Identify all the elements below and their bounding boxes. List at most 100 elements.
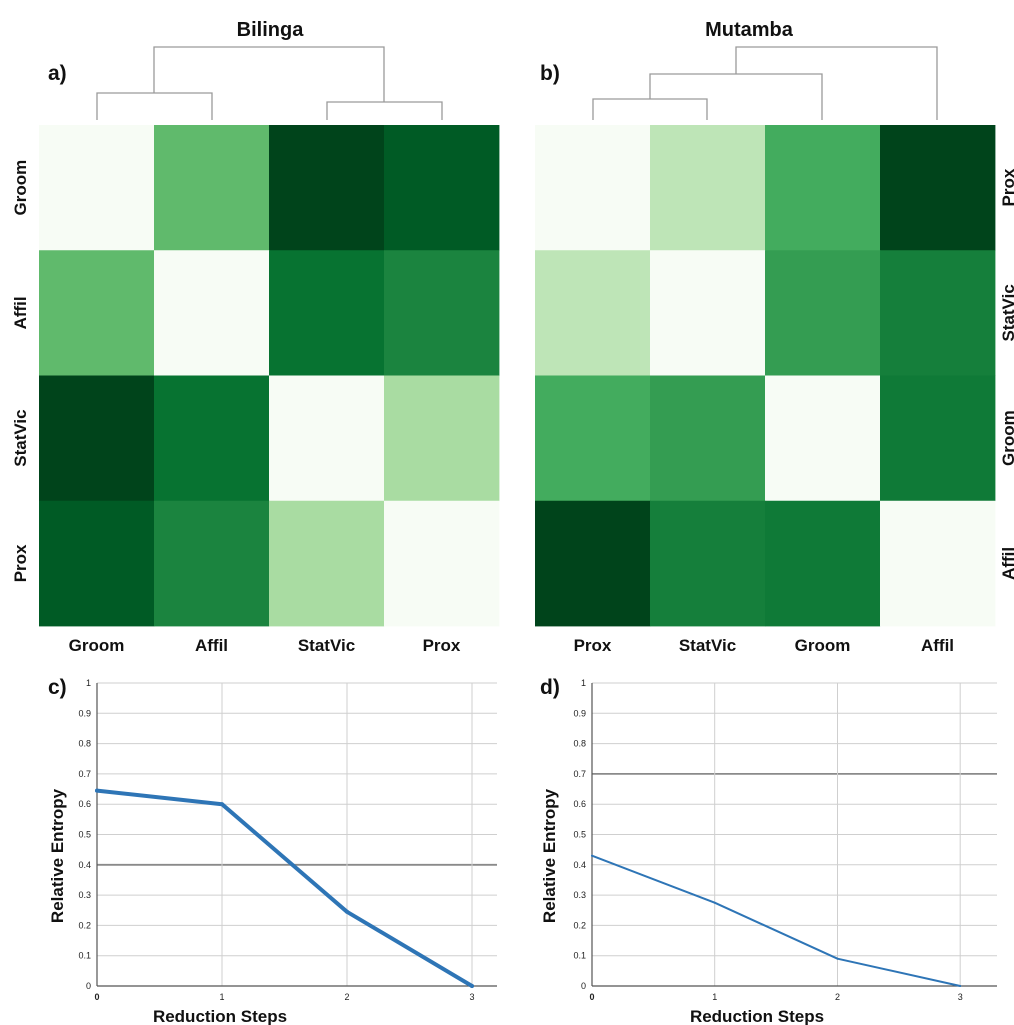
column-label: StatVic [679, 636, 736, 655]
column-label: StatVic [298, 636, 355, 655]
x-tick-label: 0 [94, 992, 99, 1002]
panel-label-d: d) [540, 676, 560, 699]
column-label: Affil [195, 636, 228, 655]
panel-label-a: a) [48, 62, 67, 85]
heatmap-cell-3-0 [39, 500, 155, 627]
heatmap-cell-0-2 [269, 125, 385, 251]
heatmap-cell-2-1 [154, 375, 270, 502]
y-tick-label: 0 [581, 981, 586, 991]
y-tick-label: 0.2 [573, 920, 586, 930]
y-tick-label: 0.5 [78, 830, 91, 840]
heatmap-cell-0-3 [384, 125, 500, 251]
data-point [345, 909, 349, 914]
dendrogram [592, 46, 938, 120]
y-tick-label: 0.7 [78, 769, 91, 779]
heatmap-cell-0-1 [650, 125, 766, 251]
heatmap-cell-0-3 [880, 125, 996, 251]
heatmap-cell-3-0 [535, 500, 651, 627]
heatmap-cell-3-3 [384, 500, 500, 627]
heatmap-cell-3-1 [650, 500, 766, 627]
y-tick-label: 0.9 [78, 708, 91, 718]
y-tick-label: 0.4 [573, 860, 586, 870]
y-tick-label: 1 [581, 678, 586, 688]
row-label: Groom [11, 160, 30, 216]
heatmap-cell-1-3 [880, 250, 996, 376]
row-label: Prox [999, 168, 1014, 206]
x-tick-label: 1 [219, 992, 224, 1002]
panel-label-c: c) [48, 676, 67, 699]
heatmap-cell-2-3 [880, 375, 996, 502]
row-label: Prox [11, 544, 30, 582]
heatmap-bilinga: Bilinga a) Groom Affil StatVic Prox Groom Af… [11, 19, 500, 655]
data-point [959, 985, 962, 987]
heatmap-cell-0-0 [535, 125, 651, 251]
heatmap-cell-0-0 [39, 125, 155, 251]
column-label: Prox [574, 636, 612, 655]
x-tick-label: 3 [469, 992, 474, 1002]
column-label: Groom [795, 636, 851, 655]
row-label: Affil [11, 296, 30, 329]
column-label: Prox [423, 636, 461, 655]
heatmap-cell-2-0 [39, 375, 155, 502]
heatmap-title: Mutamba [705, 19, 794, 41]
x-tick-label: 1 [712, 992, 717, 1002]
heatmap-mutamba: Mutamba b) Prox StatVic Groom Affil Prox Sta… [535, 19, 1014, 655]
data-point [95, 788, 99, 793]
x-tick-label: 2 [344, 992, 349, 1002]
y-tick-label: 0.3 [573, 890, 586, 900]
x-tick-label: 2 [835, 992, 840, 1002]
data-point [836, 957, 839, 960]
heatmap-cell-2-3 [384, 375, 500, 502]
heatmap-cell-1-0 [39, 250, 155, 376]
y-tick-label: 0.8 [573, 739, 586, 749]
heatmap-cell-2-1 [650, 375, 766, 502]
y-tick-label: 0.1 [573, 951, 586, 961]
line-chart-d: d) 0 0.1 0.2 0.3 0.4 0.5 0.6 0.7 0.8 0.9 1 0 1 2 3 Rel… [540, 676, 997, 1025]
y-tick-label: 1 [86, 678, 91, 688]
heatmap-cell-3-2 [269, 500, 385, 627]
y-tick-label: 0.8 [78, 739, 91, 749]
row-label: StatVic [11, 409, 30, 466]
heatmap-cell-3-3 [880, 500, 996, 627]
y-tick-label: 0.9 [573, 708, 586, 718]
x-tick-label: 3 [958, 992, 963, 1002]
y-tick-label: 0.7 [573, 769, 586, 779]
x-axis-label: Reduction Steps [690, 1007, 824, 1025]
x-tick-label: 0 [589, 992, 594, 1002]
panel-label-b: b) [540, 62, 560, 85]
y-tick-label: 0.4 [78, 860, 91, 870]
data-point [470, 984, 474, 988]
series-line [591, 854, 962, 987]
heatmap-cell-2-2 [269, 375, 385, 502]
heatmap-cell-2-2 [765, 375, 881, 502]
y-tick-label: 0.1 [78, 951, 91, 961]
heatmap-cell-0-2 [765, 125, 881, 251]
heatmap-cell-2-0 [535, 375, 651, 502]
data-point [713, 901, 716, 904]
x-axis-label: Reduction Steps [153, 1007, 287, 1025]
heatmap-cell-1-2 [269, 250, 385, 376]
y-tick-label: 0.3 [78, 890, 91, 900]
heatmap-cell-1-0 [535, 250, 651, 376]
row-label: StatVic [999, 284, 1014, 341]
heatmap-cell-1-3 [384, 250, 500, 376]
y-tick-label: 0.5 [573, 830, 586, 840]
heatmap-cell-1-1 [650, 250, 766, 376]
row-label: Groom [999, 410, 1014, 466]
row-label: Affil [999, 547, 1014, 580]
data-point [591, 854, 593, 857]
y-tick-label: 0.6 [573, 799, 586, 809]
column-label: Groom [69, 636, 125, 655]
series-line [95, 788, 474, 988]
column-label: Affil [921, 636, 954, 655]
heatmap-cell-3-2 [765, 500, 881, 627]
heatmap-cell-1-1 [154, 250, 270, 376]
heatmap-cell-1-2 [765, 250, 881, 376]
y-tick-label: 0 [86, 981, 91, 991]
heatmap-cell-0-1 [154, 125, 270, 251]
y-tick-label: 0.2 [78, 920, 91, 930]
heatmap-cell-3-1 [154, 500, 270, 627]
data-point [220, 802, 224, 807]
y-tick-label: 0.6 [78, 799, 91, 809]
